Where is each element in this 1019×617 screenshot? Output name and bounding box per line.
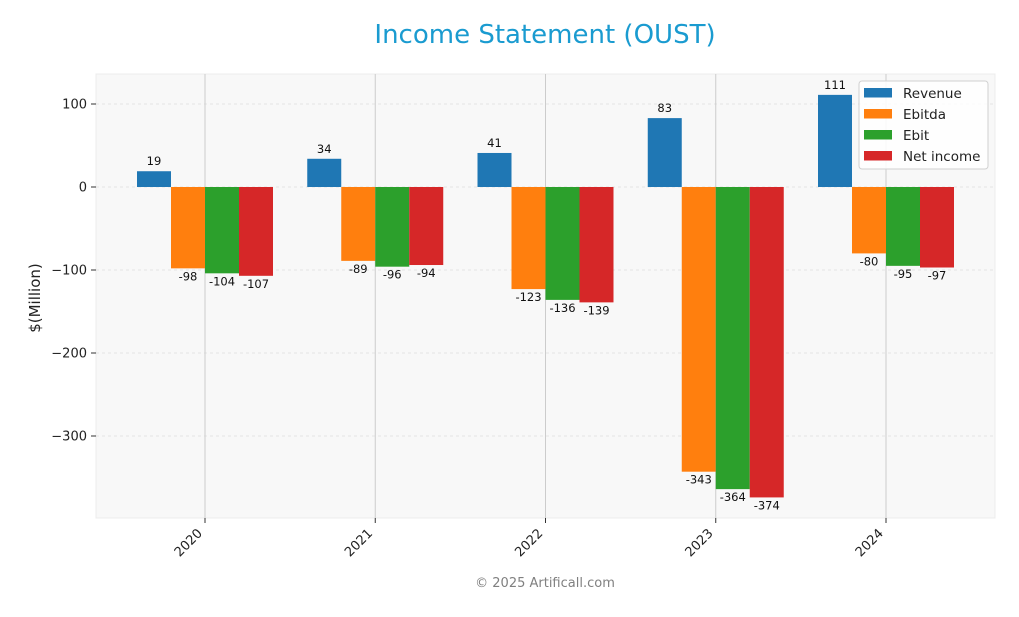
- bar-revenue: [137, 171, 171, 187]
- copyright-footer: © 2025 Artificall.com: [475, 576, 615, 591]
- bar-value-label: -139: [583, 303, 609, 317]
- bar-value-label: -80: [860, 254, 879, 268]
- legend-swatch-revenue: [864, 88, 892, 98]
- y-tick-label: 0: [79, 181, 87, 196]
- legend-swatch-ebitda: [864, 109, 892, 119]
- bar-value-label: -343: [686, 473, 712, 487]
- bar-value-label: -136: [549, 301, 575, 315]
- bar-value-label: -89: [349, 262, 368, 276]
- y-tick-label: 100: [62, 98, 87, 113]
- x-tick-label: 2022: [512, 526, 546, 560]
- bar-ebit: [205, 187, 239, 274]
- x-tick-label: 2024: [853, 526, 887, 560]
- bar-value-label: -123: [515, 290, 541, 304]
- bar-value-label: 83: [657, 101, 672, 115]
- bar-revenue: [647, 118, 682, 187]
- legend-label: Revenue: [903, 86, 962, 102]
- y-tick-label: −100: [51, 264, 87, 279]
- chart-title: Income Statement (OUST): [374, 20, 716, 50]
- bar-value-label: -97: [928, 269, 947, 283]
- bar-ebitda: [852, 187, 886, 254]
- y-axis-label: $(Million): [26, 263, 44, 333]
- bar-value-label: -98: [179, 269, 198, 283]
- bar-value-label: 34: [317, 142, 332, 156]
- bar-net-income: [920, 187, 954, 268]
- legend-label: Ebit: [903, 128, 929, 144]
- bar-ebitda: [171, 187, 205, 269]
- bar-revenue: [307, 158, 342, 187]
- legend-label: Ebitda: [903, 107, 946, 123]
- y-tick-label: −300: [51, 430, 87, 445]
- bar-value-label: -96: [383, 268, 402, 282]
- x-tick-label: 2021: [342, 526, 376, 560]
- bar-value-label: -107: [243, 277, 269, 291]
- bar-revenue: [818, 94, 852, 187]
- legend: [858, 80, 989, 170]
- legend-label: Net income: [903, 149, 980, 165]
- legend-swatch-net-income: [864, 151, 892, 161]
- bar-value-label: 111: [824, 78, 846, 92]
- y-tick-label: −200: [51, 347, 87, 362]
- bar-value-label: -104: [209, 274, 235, 288]
- x-tick-label: 2023: [683, 526, 717, 560]
- bar-value-label: 41: [487, 136, 502, 150]
- bar-ebitda: [341, 187, 376, 261]
- bar-net-income: [409, 187, 444, 266]
- bar-ebit: [715, 187, 750, 490]
- bar-ebitda: [511, 187, 546, 290]
- bar-value-label: -364: [720, 490, 746, 504]
- bar-net-income: [749, 187, 784, 498]
- x-tick-label: 2020: [172, 526, 206, 560]
- bar-ebit: [886, 187, 920, 266]
- bar-revenue: [477, 152, 512, 187]
- bar-value-label: 19: [147, 154, 162, 168]
- bar-net-income: [579, 187, 614, 303]
- bar-ebit: [545, 187, 580, 300]
- bar-value-label: -95: [894, 267, 913, 281]
- bar-ebit: [375, 187, 410, 267]
- bar-value-label: -94: [417, 266, 436, 280]
- bar-ebitda: [681, 187, 716, 472]
- bar-net-income: [239, 187, 273, 276]
- legend-swatch-ebit: [864, 130, 892, 140]
- bar-value-label: -374: [754, 498, 780, 512]
